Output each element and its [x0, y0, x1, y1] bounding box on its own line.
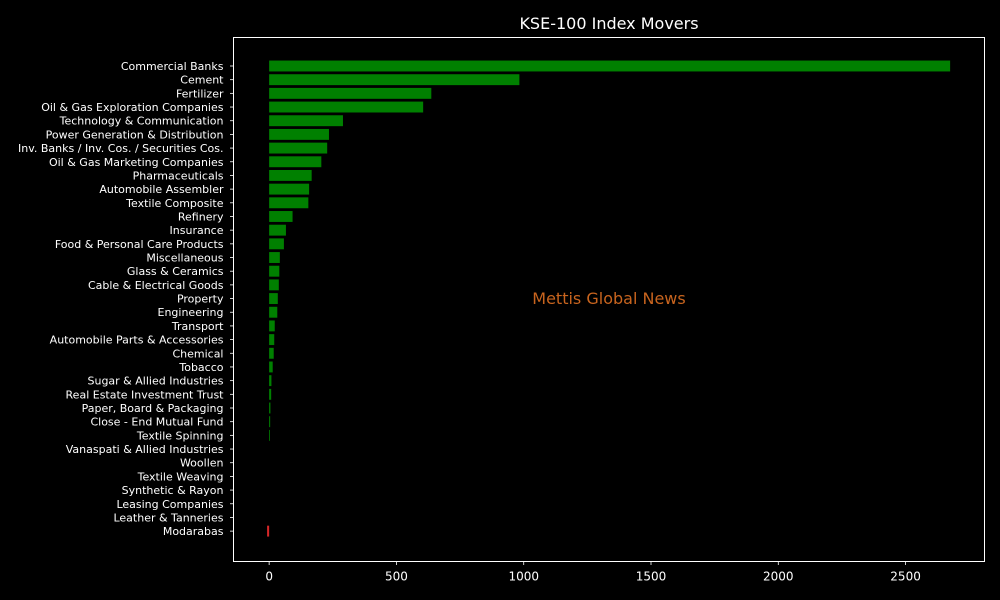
- category-label-2: Fertilizer: [176, 87, 224, 100]
- x-tick-label-0: 0: [265, 570, 273, 584]
- category-label-1: Cement: [180, 74, 224, 87]
- category-label-24: Real Estate Investment Trust: [66, 388, 225, 401]
- bar-13: [269, 238, 284, 250]
- category-label-16: Cable & Electrical Goods: [88, 279, 224, 292]
- category-label-9: Automobile Assembler: [99, 183, 224, 196]
- category-label-12: Insurance: [170, 224, 224, 237]
- category-label-23: Sugar & Allied Industries: [87, 375, 223, 388]
- category-label-32: Leasing Companies: [116, 498, 223, 511]
- bar-11: [269, 211, 293, 222]
- category-label-28: Vanaspati & Allied Industries: [66, 443, 224, 456]
- bar-0: [269, 60, 951, 72]
- bar-25: [269, 402, 271, 414]
- category-label-4: Technology & Communication: [59, 115, 224, 128]
- bar-18: [269, 306, 278, 318]
- bar-15: [269, 265, 280, 277]
- category-label-0: Commercial Banks: [121, 60, 224, 73]
- x-tick-label-2: 1000: [508, 570, 539, 584]
- category-label-10: Textile Composite: [125, 197, 224, 210]
- category-label-17: Property: [177, 293, 224, 306]
- bar-26: [269, 416, 271, 428]
- bar-10: [269, 197, 309, 209]
- bar-21: [269, 347, 274, 359]
- bar-12: [269, 224, 286, 236]
- bar-14: [269, 252, 280, 263]
- x-axis-ticks: 0 500 1000 1500 2000 2500: [265, 561, 921, 584]
- bar-2: [269, 87, 432, 99]
- category-label-29: Woollen: [180, 457, 224, 470]
- bar-23: [269, 375, 272, 387]
- bar-24: [269, 388, 272, 400]
- category-label-26: Close - End Mutual Fund: [90, 416, 223, 429]
- bar-22: [269, 361, 273, 373]
- x-tick-label-3: 1500: [636, 570, 667, 584]
- category-label-21: Chemical: [172, 347, 223, 360]
- bar-8: [269, 169, 312, 181]
- x-tick-label-5: 2500: [890, 570, 921, 584]
- bar-5: [269, 128, 329, 140]
- category-label-19: Transport: [171, 320, 224, 333]
- bar-4: [269, 115, 343, 127]
- category-label-25: Paper, Board & Packaging: [82, 402, 224, 415]
- bar-1: [269, 74, 520, 86]
- bar-19: [269, 320, 275, 332]
- category-label-5: Power Generation & Distribution: [46, 128, 224, 141]
- bar-17: [269, 293, 278, 305]
- plot-area-frame: [233, 37, 985, 562]
- category-label-18: Engineering: [158, 306, 224, 319]
- bar-6: [269, 142, 328, 154]
- category-label-8: Pharmaceuticals: [133, 169, 224, 182]
- bar-27: [269, 429, 270, 441]
- category-label-31: Synthetic & Rayon: [122, 484, 224, 497]
- category-label-30: Textile Weaving: [137, 470, 224, 483]
- category-label-15: Glass & Ceramics: [127, 265, 224, 278]
- category-label-22: Tobacco: [178, 361, 223, 374]
- bar-20: [269, 334, 275, 346]
- category-label-7: Oil & Gas Marketing Companies: [49, 156, 224, 169]
- category-label-27: Textile Spinning: [136, 429, 224, 442]
- category-label-20: Automobile Parts & Accessories: [50, 334, 224, 347]
- chart-title: KSE-100 Index Movers: [519, 14, 698, 33]
- watermark-text: Mettis Global News: [532, 289, 685, 308]
- category-label-33: Leather & Tanneries: [113, 511, 223, 524]
- category-label-3: Oil & Gas Exploration Companies: [41, 101, 224, 114]
- bar-7: [269, 156, 322, 168]
- bar-34: [267, 525, 270, 537]
- category-label-11: Refinery: [178, 210, 224, 223]
- bar-3: [269, 101, 424, 113]
- x-tick-label-1: 500: [385, 570, 408, 584]
- x-tick-label-4: 2000: [763, 570, 794, 584]
- bar-16: [269, 279, 279, 291]
- category-label-13: Food & Personal Care Products: [55, 238, 224, 251]
- category-label-14: Miscellaneous: [146, 252, 223, 265]
- category-label-6: Inv. Banks / Inv. Cos. / Securities Cos.: [18, 142, 223, 155]
- bars-layer: [267, 60, 951, 537]
- bar-9: [269, 183, 310, 195]
- category-label-34: Modarabas: [163, 525, 224, 538]
